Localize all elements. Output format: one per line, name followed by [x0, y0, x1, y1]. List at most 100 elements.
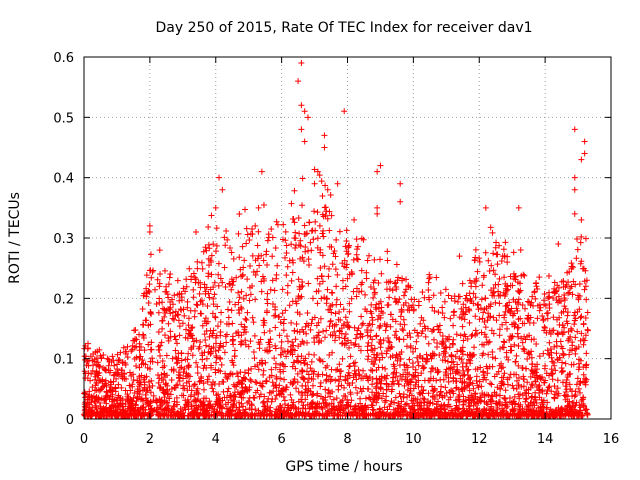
data-point — [504, 259, 511, 266]
data-point — [334, 271, 341, 278]
data-point — [389, 316, 396, 323]
data-point — [337, 316, 344, 323]
data-point — [197, 310, 204, 317]
data-point — [185, 403, 192, 410]
data-point — [131, 390, 138, 397]
data-point — [569, 291, 576, 298]
data-point — [576, 389, 583, 396]
data-point — [465, 366, 472, 373]
data-point — [291, 187, 298, 194]
data-point — [266, 412, 273, 419]
data-point — [583, 277, 590, 284]
data-point — [306, 261, 313, 268]
data-point — [401, 321, 408, 328]
data-point — [425, 287, 432, 294]
data-point — [110, 372, 117, 379]
data-point — [258, 288, 265, 295]
data-point — [488, 403, 495, 410]
data-point — [172, 354, 179, 361]
data-point — [371, 291, 378, 298]
data-point — [490, 267, 497, 274]
data-point — [242, 315, 249, 322]
data-point — [194, 258, 201, 265]
data-point — [466, 319, 473, 326]
data-point — [242, 376, 249, 383]
outlier-point — [571, 210, 578, 217]
data-point — [319, 411, 326, 418]
data-point — [317, 357, 324, 364]
data-point — [407, 342, 414, 349]
data-point — [482, 295, 489, 302]
data-point — [502, 387, 509, 394]
data-point — [362, 412, 369, 419]
data-point — [229, 282, 236, 289]
outlier-point — [298, 102, 305, 109]
data-point — [517, 280, 524, 287]
data-point — [227, 245, 234, 252]
data-point — [385, 338, 392, 345]
data-point — [115, 394, 122, 401]
data-point — [282, 307, 289, 314]
data-point — [571, 321, 578, 328]
data-point — [240, 403, 247, 410]
data-point — [421, 323, 428, 330]
data-point — [246, 405, 253, 412]
x-tick-label: 4 — [212, 432, 220, 447]
data-point — [283, 272, 290, 279]
data-point — [470, 412, 477, 419]
data-point — [195, 390, 202, 397]
data-point — [509, 321, 516, 328]
data-point — [315, 339, 322, 346]
data-point — [276, 382, 283, 389]
data-point — [500, 246, 507, 253]
data-point — [230, 362, 237, 369]
data-point — [224, 236, 231, 243]
data-point — [315, 329, 322, 336]
data-point — [502, 291, 509, 298]
data-point — [572, 350, 579, 357]
data-point — [228, 249, 235, 256]
data-point — [269, 253, 276, 260]
data-point — [325, 306, 332, 313]
data-point — [465, 306, 472, 313]
data-point — [93, 405, 100, 412]
outlier-point — [374, 168, 381, 175]
data-point — [488, 327, 495, 334]
data-point — [352, 335, 359, 342]
data-point — [391, 363, 398, 370]
data-point — [311, 351, 318, 358]
data-point — [506, 307, 513, 314]
data-point — [243, 240, 250, 247]
data-point — [120, 410, 127, 417]
data-point — [238, 332, 245, 339]
data-point — [416, 353, 423, 360]
data-point — [195, 345, 202, 352]
data-point — [121, 370, 128, 377]
data-point — [103, 389, 110, 396]
data-point — [568, 283, 575, 290]
data-point — [343, 227, 350, 234]
data-point — [189, 410, 196, 417]
data-point — [284, 333, 291, 340]
data-point — [378, 270, 385, 277]
data-point — [472, 313, 479, 320]
data-point — [165, 281, 172, 288]
data-point — [205, 273, 212, 280]
data-point — [322, 334, 329, 341]
data-point — [457, 375, 464, 382]
data-point — [499, 380, 506, 387]
data-point — [408, 296, 415, 303]
data-point — [92, 371, 99, 378]
data-point — [273, 375, 280, 382]
data-point — [550, 314, 557, 321]
data-point — [459, 363, 466, 370]
data-point — [481, 331, 488, 338]
outlier-point — [192, 228, 199, 235]
data-point — [573, 255, 580, 262]
data-point — [254, 268, 261, 275]
data-point — [516, 391, 523, 398]
y-tick-label: 0.6 — [53, 51, 74, 66]
data-point — [582, 381, 589, 388]
data-point — [362, 402, 369, 409]
data-point — [311, 208, 318, 215]
